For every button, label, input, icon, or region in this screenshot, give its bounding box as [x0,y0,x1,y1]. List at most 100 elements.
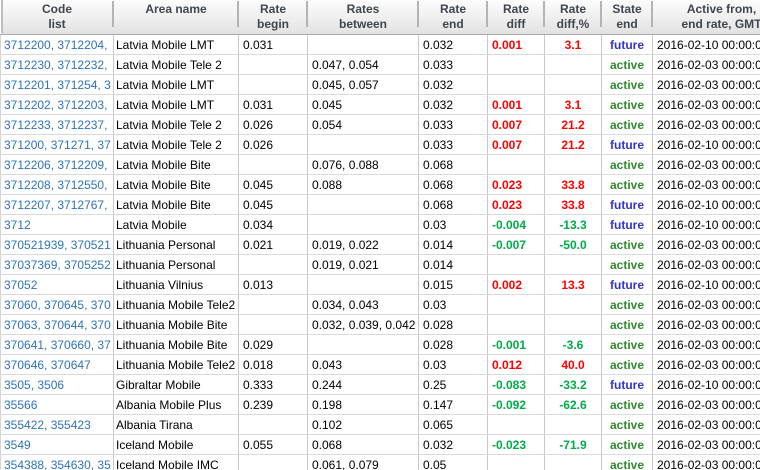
cell-active-from: 2016-02-03 00:00:00 [652,414,760,435]
table-row[interactable]: 37063, 370644, 370 Lithuania Mobile Bite 0… [0,314,760,335]
cell-rate-end: 0.033 [418,134,488,155]
table-row[interactable]: 3712201, 371254, 3 Latvia Mobile LMT 0.045… [0,74,760,95]
cell-code[interactable]: 3712206, 3712209, [0,154,114,175]
column-header-rate-diff[interactable]: Rate diff [487,0,545,35]
table-row[interactable]: 37060, 370645, 370 Lithuania Mobile Tele2… [0,294,760,315]
cell-rate-diff-pct [544,74,602,95]
table-row[interactable]: 355422, 355423 Albania Tirana 0.102 0.065 ac… [0,414,760,435]
cell-code[interactable]: 3505, 3506 [0,374,114,395]
table-row[interactable]: 370646, 370647 Lithuania Mobile Tele2 0.01… [0,354,760,375]
cell-state: active [601,414,653,435]
cell-code[interactable]: 355422, 355423 [0,414,114,435]
cell-area: Latvia Mobile LMT [113,34,239,55]
cell-active-from: 2016-02-03 00:00:00 [652,454,760,470]
table-row[interactable]: 3712233, 3712237, Latvia Mobile Tele 2 0.0… [0,114,760,135]
cell-rate-diff [487,414,545,435]
cell-area: Lithuania Vilnius [113,274,239,295]
table-row[interactable]: 35566 Albania Mobile Plus 0.239 0.198 0.147-… [0,394,760,415]
cell-rate-end: 0.033 [418,54,488,75]
cell-area: Lithuania Personal [113,254,239,275]
column-header-rate-begin[interactable]: Rate begin [238,0,308,35]
cell-rate-diff: 0.023 [487,174,545,195]
cell-code[interactable]: 3712230, 3712232, [0,54,114,75]
cell-state: active [601,434,653,455]
table-row[interactable]: 3505, 3506 Gibraltar Mobile 0.333 0.244 0.25… [0,374,760,395]
cell-code[interactable]: 3712 [0,214,114,235]
cell-rate-diff-pct: -13.3 [544,214,602,235]
cell-state: active [601,454,653,470]
column-header-rates-between[interactable]: Rates between [307,0,419,35]
cell-rate-end: 0.147 [418,394,488,415]
cell-state: active [601,114,653,135]
cell-code[interactable]: 371200, 371271, 37 [0,134,114,155]
cell-state: active [601,94,653,115]
cell-rates-between: 0.019, 0.021 [307,254,419,275]
cell-rate-begin [238,154,308,175]
cell-code[interactable]: 3712201, 371254, 3 [0,74,114,95]
table-row[interactable]: 3549 Iceland Mobile 0.055 0.068 0.032 -0.023-… [0,434,760,455]
cell-active-from: 2016-02-03 00:00:00 [652,394,760,415]
cell-code[interactable]: 37060, 370645, 370 [0,294,114,315]
cell-rate-begin: 0.029 [238,334,308,355]
column-header-area[interactable]: Area name [113,0,239,35]
column-header-rate-diff-pct[interactable]: Rate diff,% [544,0,602,35]
cell-rate-begin: 0.045 [238,174,308,195]
table-row[interactable]: 37037369, 3705252 Lithuania Personal 0.019… [0,254,760,275]
column-header-code[interactable]: Code list [0,0,114,35]
cell-rate-diff-pct [544,454,602,470]
cell-active-from: 2016-02-03 00:00:00 [652,254,760,275]
table-row[interactable]: 3712230, 3712232, Latvia Mobile Tele 2 0.0… [0,54,760,75]
cell-code[interactable]: 3712202, 3712203, [0,94,114,115]
table-row[interactable]: 370521939, 370521 Lithuania Personal 0.021… [0,234,760,255]
cell-rate-diff-pct: -71.9 [544,434,602,455]
cell-code[interactable]: 370646, 370647 [0,354,114,375]
cell-code[interactable]: 3712233, 3712237, [0,114,114,135]
column-header-state[interactable]: State end [601,0,653,35]
cell-state: active [601,154,653,175]
cell-rates-between [307,34,419,55]
cell-code[interactable]: 37037369, 3705252 [0,254,114,275]
table-row[interactable]: 3712200, 3712204, Latvia Mobile LMT 0.031 0… [0,34,760,55]
cell-rate-begin [238,294,308,315]
cell-code[interactable]: 35566 [0,394,114,415]
cell-code[interactable]: 3549 [0,434,114,455]
cell-state: active [601,74,653,95]
cell-code[interactable]: 37052 [0,274,114,295]
cell-area: Iceland Mobile [113,434,239,455]
cell-code[interactable]: 3712208, 3712550, [0,174,114,195]
cell-rates-between: 0.061, 0.079 [307,454,419,470]
cell-area: Latvia Mobile Tele 2 [113,54,239,75]
cell-code[interactable]: 370641, 370660, 37 [0,334,114,355]
cell-code[interactable]: 37063, 370644, 370 [0,314,114,335]
cell-active-from: 2016-02-03 00:00:00 [652,74,760,95]
cell-rate-end: 0.028 [418,334,488,355]
table-row[interactable]: 3712 Latvia Mobile 0.034 0.03 -0.004 -13.3 fut… [0,214,760,235]
column-header-rate-end[interactable]: Rate end [418,0,488,35]
table-row[interactable]: 3712202, 3712203, Latvia Mobile LMT 0.031 0… [0,94,760,115]
cell-area: Lithuania Mobile Tele2 [113,294,239,315]
table-row[interactable]: 370641, 370660, 37 Lithuania Mobile Bite 0… [0,334,760,355]
cell-active-from: 2016-02-03 00:00:00 [652,174,760,195]
cell-rates-between [307,334,419,355]
table-row[interactable]: 371200, 371271, 37 Latvia Mobile Tele 2 0.… [0,134,760,155]
table-row[interactable]: 37052 Lithuania Vilnius 0.013 0.015 0.002 13.… [0,274,760,295]
table-row[interactable]: 354388, 354630, 35 Iceland Mobile IMC 0.06… [0,454,760,470]
cell-rate-end: 0.032 [418,434,488,455]
cell-code[interactable]: 3712207, 3712767, [0,194,114,215]
cell-rate-diff-pct: 33.8 [544,194,602,215]
cell-code[interactable]: 354388, 354630, 35 [0,454,114,470]
cell-area: Lithuania Mobile Bite [113,314,239,335]
table-row[interactable]: 3712208, 3712550, Latvia Mobile Bite 0.045… [0,174,760,195]
table-row[interactable]: 3712207, 3712767, Latvia Mobile Bite 0.045… [0,194,760,215]
cell-rates-between: 0.054 [307,114,419,135]
table-row[interactable]: 3712206, 3712209, Latvia Mobile Bite 0.076… [0,154,760,175]
cell-rate-end: 0.014 [418,254,488,275]
cell-code[interactable]: 370521939, 370521 [0,234,114,255]
cell-rate-diff-pct: 40.0 [544,354,602,375]
cell-code[interactable]: 3712200, 3712204, [0,34,114,55]
cell-rates-between: 0.198 [307,394,419,415]
cell-rates-between [307,214,419,235]
cell-rate-end: 0.065 [418,414,488,435]
column-header-active-from[interactable]: Active from, end rate, GMT [652,0,760,35]
cell-area: Lithuania Mobile Bite [113,334,239,355]
